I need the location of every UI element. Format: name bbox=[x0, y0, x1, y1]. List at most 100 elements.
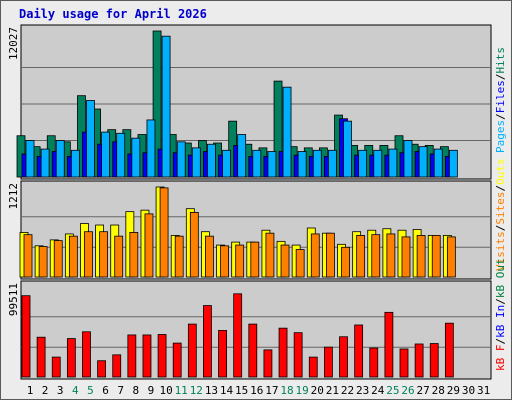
x-tick-label-day-5: 5 bbox=[87, 384, 94, 397]
bar-kb-f-day-11 bbox=[172, 342, 182, 378]
bar-pages-day-28 bbox=[433, 148, 443, 178]
bar-kb-f-day-16 bbox=[248, 323, 258, 378]
x-tick-label-day-17: 17 bbox=[265, 384, 278, 397]
bar-pages-day-17 bbox=[267, 151, 277, 178]
bar-sites-day-17 bbox=[265, 232, 275, 278]
bar-kb-f-day-29 bbox=[444, 322, 454, 378]
bar-sites-day-27 bbox=[416, 235, 426, 278]
legend-panel-1: Pages/Files/Hits bbox=[494, 47, 507, 153]
x-tick-label-day-15: 15 bbox=[235, 384, 248, 397]
page-title: Daily usage for April 2026 bbox=[19, 7, 207, 21]
legend-item: / bbox=[494, 185, 507, 192]
x-tick-label-day-11: 11 bbox=[175, 384, 188, 397]
bar-kb-f-day-18 bbox=[278, 327, 288, 378]
bar-pages-day-22 bbox=[343, 120, 352, 178]
bar-pages-day-29 bbox=[448, 149, 458, 178]
x-tick-label-day-12: 12 bbox=[190, 384, 203, 397]
bar-sites-day-14 bbox=[220, 245, 229, 278]
x-tick-label-day-24: 24 bbox=[371, 384, 385, 397]
bar-pages-day-23 bbox=[358, 149, 368, 178]
bar-kb-f-day-20 bbox=[308, 356, 318, 378]
x-tick-label-day-19: 19 bbox=[296, 384, 309, 397]
x-tick-label-day-31: 31 bbox=[477, 384, 490, 397]
legend-item: Files bbox=[494, 80, 507, 113]
bar-kb-f-day-8 bbox=[127, 334, 137, 378]
bar-kb-f-day-23 bbox=[354, 324, 364, 378]
bar-pages-day-4 bbox=[70, 149, 80, 178]
legend-item: Visits bbox=[494, 231, 507, 271]
bar-sites-day-10 bbox=[159, 187, 169, 278]
bar-sites-day-5 bbox=[84, 231, 93, 278]
bar-hits-day-18 bbox=[273, 80, 283, 178]
bar-kb-f-day-13 bbox=[203, 305, 212, 378]
x-tick-label-day-26: 26 bbox=[401, 384, 414, 397]
bar-sites-day-6 bbox=[99, 231, 108, 278]
legend-panel-3: kB F/kB In/kB Out bbox=[494, 258, 507, 371]
bar-kb-f-day-17 bbox=[263, 349, 273, 378]
bar-kb-f-day-10 bbox=[157, 334, 167, 378]
legend-item: / bbox=[494, 74, 507, 81]
bar-pages-day-6 bbox=[101, 131, 110, 178]
bar-sites-day-4 bbox=[68, 235, 78, 278]
bar-sites-day-18 bbox=[280, 244, 290, 278]
bar-kb-f-day-6 bbox=[97, 360, 106, 378]
bar-sites-day-2 bbox=[38, 246, 48, 278]
bar-pages-day-15 bbox=[237, 134, 247, 178]
bar-pages-day-27 bbox=[418, 146, 428, 178]
bar-pages-day-13 bbox=[207, 143, 216, 178]
x-tick-label-day-8: 8 bbox=[133, 384, 140, 397]
bar-kb-f-day-28 bbox=[429, 343, 439, 378]
bar-pages-day-9 bbox=[146, 119, 156, 178]
bar-pages-day-2 bbox=[40, 148, 50, 178]
bar-kb-f-day-3 bbox=[51, 356, 61, 378]
x-tick-label-day-10: 10 bbox=[159, 384, 172, 397]
bar-sites-day-9 bbox=[144, 213, 154, 278]
legend-item: kB In bbox=[494, 305, 507, 338]
legend-item: Hits bbox=[494, 47, 507, 74]
bar-pages-day-26 bbox=[403, 140, 413, 178]
bar-pages-day-14 bbox=[222, 149, 231, 178]
bar-kb-f-day-2 bbox=[36, 336, 46, 378]
bar-sites-day-1 bbox=[23, 234, 33, 278]
bar-sites-day-24 bbox=[371, 234, 381, 278]
legend-item: / bbox=[494, 338, 507, 345]
x-tick-label-day-28: 28 bbox=[432, 384, 445, 397]
x-tick-label-day-3: 3 bbox=[57, 384, 64, 397]
bar-kb-f-day-4 bbox=[66, 338, 76, 378]
bar-hits-day-10 bbox=[152, 30, 162, 178]
bar-pages-day-24 bbox=[373, 149, 383, 178]
bar-pages-day-12 bbox=[191, 147, 201, 178]
bar-sites-day-7 bbox=[114, 235, 124, 278]
x-tick-label-day-16: 16 bbox=[250, 384, 263, 397]
bar-sites-day-3 bbox=[53, 240, 63, 278]
bar-sites-day-20 bbox=[310, 233, 320, 278]
x-tick-label-day-25: 25 bbox=[386, 384, 399, 397]
bar-sites-day-8 bbox=[129, 232, 139, 278]
bar-sites-day-15 bbox=[235, 244, 245, 278]
bar-sites-day-19 bbox=[295, 249, 305, 278]
bar-kb-f-day-14 bbox=[218, 330, 227, 378]
x-tick-label-day-29: 29 bbox=[447, 384, 460, 397]
bar-kb-f-day-27 bbox=[414, 343, 424, 378]
bar-pages-day-1 bbox=[25, 140, 35, 178]
bar-kb-f-day-24 bbox=[369, 347, 379, 378]
x-tick-label-day-7: 7 bbox=[117, 384, 124, 397]
x-tick-label-day-4: 4 bbox=[72, 384, 79, 397]
x-tick-label-day-14: 14 bbox=[220, 384, 234, 397]
legend-item: Pages bbox=[494, 120, 507, 153]
bar-pages-day-25 bbox=[388, 148, 398, 178]
bar-sites-day-26 bbox=[401, 236, 411, 278]
bar-sites-day-13 bbox=[205, 235, 214, 278]
bar-pages-day-20 bbox=[312, 149, 322, 178]
bar-pages-day-19 bbox=[297, 151, 307, 178]
bar-pages-day-7 bbox=[116, 132, 126, 178]
bar-sites-day-21 bbox=[325, 232, 335, 278]
bar-kb-f-day-7 bbox=[112, 354, 122, 378]
legend-item: Outs bbox=[494, 158, 507, 185]
x-tick-label-day-18: 18 bbox=[280, 384, 293, 397]
bar-pages-day-18 bbox=[282, 86, 292, 178]
bar-pages-day-16 bbox=[252, 149, 262, 178]
x-tick-label-day-13: 13 bbox=[205, 384, 218, 397]
